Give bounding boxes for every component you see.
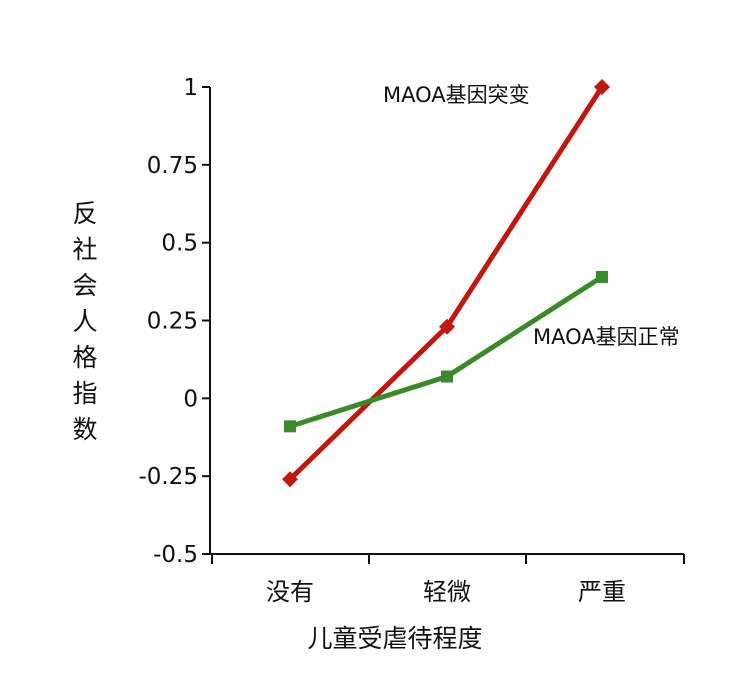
series-layer bbox=[282, 79, 610, 488]
series-label-mutant: MAOA基因突变 bbox=[383, 83, 530, 107]
data-point bbox=[596, 270, 608, 283]
y-tick-label: 0.5 bbox=[161, 231, 198, 257]
y-tick-label: 0.75 bbox=[147, 153, 198, 179]
y-axis-title: 反社会人格指数 bbox=[72, 199, 97, 444]
series-line-normal bbox=[289, 274, 604, 429]
x-axis-title: 儿童受虐待程度 bbox=[307, 624, 482, 653]
y-tick-label: 1 bbox=[183, 75, 198, 101]
y-tick-label: -0.25 bbox=[138, 464, 198, 490]
y-tick-label: -0.5 bbox=[153, 542, 198, 568]
x-tick-group: 没有 轻微 严重 bbox=[211, 554, 685, 606]
data-point bbox=[282, 471, 298, 488]
series-label-normal: MAOA基因正常 bbox=[533, 325, 680, 349]
x-tick-label: 严重 bbox=[578, 578, 626, 606]
data-point bbox=[594, 79, 610, 95]
series-line-mutant bbox=[288, 85, 605, 482]
data-point bbox=[441, 370, 453, 383]
x-tick-label: 轻微 bbox=[423, 578, 471, 606]
x-tick-label: 没有 bbox=[266, 578, 314, 606]
data-point bbox=[284, 420, 296, 433]
data-point bbox=[439, 318, 455, 335]
y-tick-label: 0 bbox=[183, 386, 198, 412]
y-tick-label: 0.25 bbox=[147, 309, 198, 335]
y-tick-group: 1 0.75 0.5 0.25 0 -0.25 -0.5 bbox=[138, 75, 210, 568]
